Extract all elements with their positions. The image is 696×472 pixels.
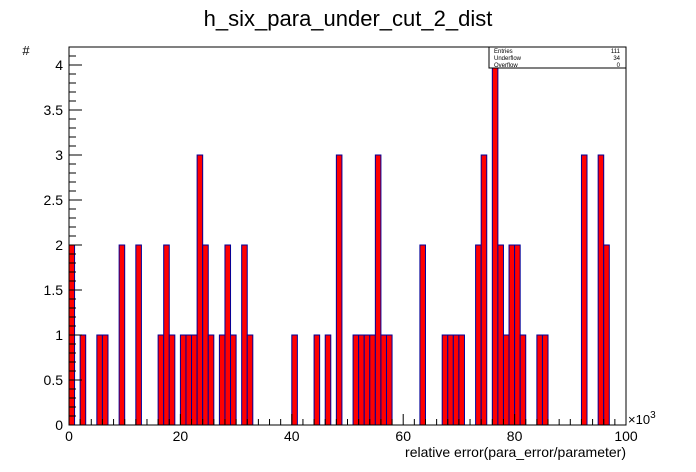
- histogram-bar: [580, 154, 588, 426]
- histogram-bar: [218, 334, 226, 426]
- histogram-bar: [207, 334, 215, 426]
- x-tick-label: 40: [284, 428, 300, 444]
- x-tick-label: 80: [507, 428, 523, 444]
- histogram-bar: [196, 154, 204, 426]
- stats-underflow-label: Underflow: [494, 56, 522, 62]
- histogram-bar: [335, 154, 343, 426]
- x-axis-multiplier-exp: 3: [650, 410, 656, 421]
- y-tick-label: 1: [55, 327, 63, 343]
- histogram-bar: [101, 334, 109, 426]
- y-tick-label: 3: [55, 147, 63, 163]
- stats-entries-value: 111: [611, 49, 621, 55]
- histogram-bar: [380, 334, 387, 426]
- histogram-bar: [374, 154, 382, 426]
- histogram-bar: [135, 244, 142, 426]
- histogram-bar: [352, 334, 360, 426]
- histogram-bar: [541, 334, 549, 426]
- histogram-bar: [363, 334, 371, 426]
- y-axis-label: #: [22, 43, 30, 58]
- y-tick-label: 2.5: [44, 192, 64, 208]
- histogram-bar: [491, 64, 499, 426]
- histogram-bar: [185, 334, 193, 426]
- histogram-bar: [385, 334, 393, 426]
- histogram-bar: [179, 334, 187, 426]
- histogram-bar: [502, 334, 510, 426]
- histogram-bar: [291, 334, 298, 426]
- histogram-bar: [202, 244, 209, 426]
- histogram-bar: [96, 334, 103, 426]
- y-tick-label: 0.5: [44, 372, 64, 388]
- x-tick-label: 100: [614, 428, 638, 444]
- histogram-bar: [224, 244, 232, 426]
- stats-box: Entries 111 Underflow 34 Overflow 0: [488, 46, 627, 69]
- x-axis-ticks: 0 20 40 60 80 100: [65, 414, 638, 444]
- histogram-bar: [324, 334, 332, 426]
- x-axis-multiplier: ×103: [628, 410, 656, 427]
- histogram-bars: [68, 64, 610, 426]
- histogram-bar: [168, 334, 176, 426]
- x-tick-label: 20: [173, 428, 189, 444]
- histogram-bar: [508, 244, 516, 426]
- chart-title: h_six_para_under_cut_2_dist: [204, 6, 493, 31]
- histogram-bar: [441, 334, 449, 426]
- y-axis-ticks: 0 0.5 1 1.5 2 2.5 3 3.5 4: [44, 46, 82, 433]
- histogram-bar: [452, 334, 460, 426]
- histogram-bar: [419, 244, 426, 426]
- histogram-bar: [358, 334, 365, 426]
- histogram-bar: [163, 244, 170, 426]
- x-axis-multiplier-base: ×10: [628, 412, 650, 427]
- histogram-bar: [447, 334, 454, 426]
- x-tick-label: 60: [395, 428, 411, 444]
- plot-frame: [68, 46, 627, 426]
- histogram-bar: [597, 154, 605, 426]
- histogram-bar: [230, 334, 237, 426]
- histogram-bar: [369, 334, 376, 426]
- histogram-bar: [519, 334, 527, 426]
- histogram-bar: [514, 244, 521, 426]
- y-tick-label: 0: [55, 417, 63, 433]
- histogram-bar: [480, 154, 488, 426]
- x-axis-label: relative error(para_error/parameter): [405, 444, 626, 460]
- y-tick-label: 2: [55, 237, 63, 253]
- stats-entries-label: Entries: [494, 49, 513, 55]
- stats-box-frame: [488, 46, 627, 69]
- y-tick-label: 1.5: [44, 282, 64, 298]
- histogram-bar: [475, 244, 482, 426]
- histogram-bar: [246, 334, 254, 426]
- stats-overflow-label: Overflow: [494, 63, 518, 69]
- histogram-bar: [497, 244, 504, 426]
- y-tick-label: 4: [55, 57, 63, 73]
- histogram-bar: [191, 334, 198, 426]
- stats-underflow-value: 34: [613, 56, 620, 62]
- histogram-bar: [458, 334, 465, 426]
- histogram-bar: [536, 334, 543, 426]
- histogram-bar: [603, 244, 610, 426]
- histogram-bar: [118, 244, 126, 426]
- histogram-bar: [157, 334, 165, 426]
- stats-overflow-value: 0: [617, 63, 621, 69]
- x-tick-label: 0: [65, 428, 73, 444]
- y-tick-label: 3.5: [44, 102, 64, 118]
- histogram-bar: [313, 334, 321, 426]
- histogram-bar: [241, 244, 248, 426]
